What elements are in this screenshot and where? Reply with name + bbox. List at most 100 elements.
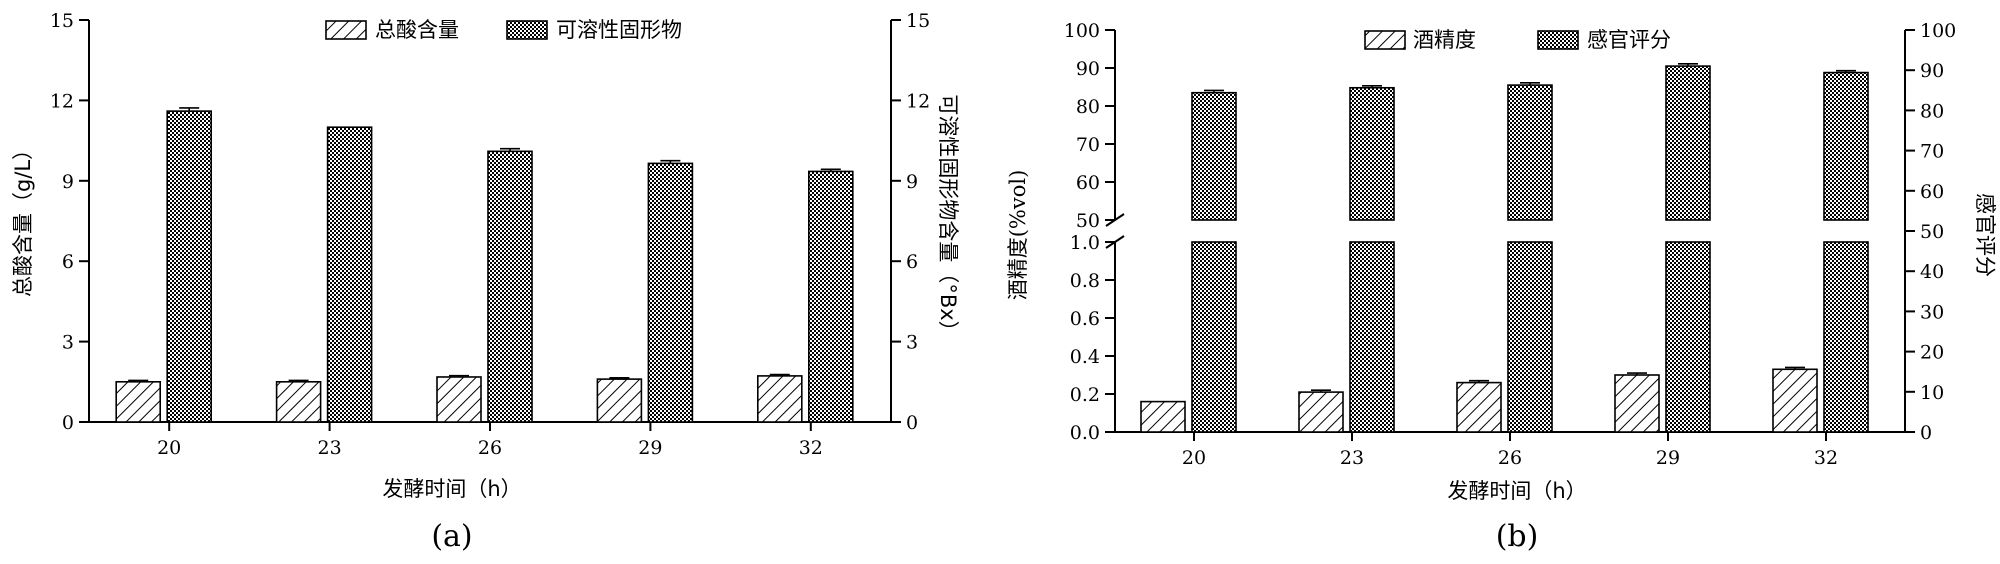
y-tick-label-right-a: 0 bbox=[906, 412, 918, 434]
error-bar-total-acid bbox=[769, 373, 790, 376]
y-tick-label-right-b: 30 bbox=[1920, 301, 1944, 323]
bar-soluble-solids bbox=[166, 110, 212, 423]
error-bar-total-acid bbox=[128, 379, 149, 382]
bar-sensory-score bbox=[1191, 91, 1237, 433]
legend-swatch-total-acid bbox=[325, 20, 367, 40]
y-tick-label-left-a: 3 bbox=[62, 332, 74, 354]
bar-alcohol bbox=[1772, 368, 1818, 433]
legend-swatch-soluble-solids bbox=[506, 20, 548, 40]
y-tick-label-right-a: 15 bbox=[906, 10, 930, 32]
chart-panel-b: 酒精度 感官评分 发酵时间（h） 酒精度(%vol) 感官评分 (b) 50 60… bbox=[1006, 20, 1997, 554]
x-tick-label-a: 20 bbox=[157, 437, 181, 459]
x-tick-label-a: 32 bbox=[799, 437, 823, 459]
error-bar-soluble-solids bbox=[179, 107, 200, 112]
y-tick-label-right-b: 60 bbox=[1920, 181, 1944, 203]
y-tick-label-left-lower-b: 0.4 bbox=[1070, 346, 1100, 368]
y-tick-label-left-upper-b: 80 bbox=[1076, 96, 1100, 118]
bar-sensory-score bbox=[1823, 71, 1869, 433]
legend-swatch-sensory-score bbox=[1537, 30, 1579, 50]
x-tick-label-b: 29 bbox=[1656, 447, 1680, 469]
bar-sensory-score bbox=[1665, 65, 1711, 433]
legend-label-soluble-solids: 可溶性固形物 bbox=[556, 18, 682, 42]
legend-swatch-alcohol bbox=[1364, 30, 1406, 50]
y-tick-label-left-a: 12 bbox=[50, 90, 74, 112]
panel-label-a: (a) bbox=[431, 519, 472, 554]
y-axis-title-right-a: 可溶性固形物含量（°Bx） bbox=[936, 94, 960, 341]
y-tick-label-left-lower-b: 1.0 bbox=[1070, 232, 1100, 254]
error-bar-total-acid bbox=[449, 374, 469, 377]
y-tick-label-right-b: 70 bbox=[1920, 141, 1944, 163]
legend-label-alcohol: 酒精度 bbox=[1413, 28, 1476, 52]
bar-soluble-solids bbox=[647, 162, 694, 423]
y-tick-label-right-b: 50 bbox=[1920, 221, 1944, 243]
y-tick-label-left-lower-b: 0.6 bbox=[1070, 308, 1100, 330]
error-bar-sensory-score bbox=[1362, 85, 1382, 88]
x-tick-label-b: 26 bbox=[1498, 447, 1522, 469]
error-bar-alcohol bbox=[1627, 372, 1647, 375]
y-tick-label-left-a: 15 bbox=[50, 10, 74, 32]
bar-sensory-score bbox=[1349, 86, 1395, 433]
error-bar-sensory-score bbox=[1204, 89, 1224, 93]
y-axis-title-right-b: 感官评分 bbox=[1973, 193, 1997, 277]
y-tick-label-right-a: 3 bbox=[906, 332, 918, 354]
y-axis-title-left-a: 总酸含量（g/L） bbox=[11, 139, 35, 297]
y-tick-label-right-b: 20 bbox=[1920, 342, 1944, 364]
x-tick-label-a: 26 bbox=[478, 437, 502, 459]
legend-label-total-acid: 总酸含量 bbox=[375, 18, 459, 42]
y-tick-label-left-upper-b: 100 bbox=[1064, 20, 1100, 42]
y-tick-label-right-b: 40 bbox=[1920, 261, 1944, 283]
bar-sensory-score bbox=[1507, 84, 1553, 433]
y-tick-label-left-upper-b: 90 bbox=[1076, 58, 1100, 80]
bar-total-acid bbox=[436, 376, 482, 423]
y-tick-label-right-b: 80 bbox=[1920, 100, 1944, 122]
y-tick-label-left-lower-b: 0.8 bbox=[1070, 270, 1100, 292]
legend-label-sensory-score: 感官评分 bbox=[1587, 28, 1671, 52]
y-axis-title-left-b: 酒精度(%vol) bbox=[1006, 170, 1030, 301]
y-tick-label-left-lower-b: 0.0 bbox=[1070, 422, 1100, 444]
y-tick-label-right-b: 10 bbox=[1920, 382, 1944, 404]
x-axis-title-b: 发酵时间（h） bbox=[1447, 479, 1586, 503]
y-tick-label-right-b: 0 bbox=[1920, 422, 1932, 444]
x-tick-label-a: 29 bbox=[638, 437, 662, 459]
y-tick-label-left-a: 6 bbox=[62, 251, 74, 273]
error-bar-soluble-solids bbox=[820, 168, 841, 172]
y-tick-label-left-upper-b: 60 bbox=[1076, 172, 1100, 194]
panel-label-b: (b) bbox=[1496, 519, 1539, 554]
y-tick-label-left-upper-b: 70 bbox=[1076, 134, 1100, 156]
error-bar-alcohol bbox=[1469, 379, 1489, 383]
error-bar-soluble-solids bbox=[660, 159, 681, 164]
bar-alcohol bbox=[1140, 400, 1186, 433]
error-bar-sensory-score bbox=[1520, 82, 1540, 86]
error-bar-sensory-score bbox=[1678, 63, 1698, 67]
error-bar-soluble-solids bbox=[500, 147, 520, 152]
chart-panel-a: 总酸含量 可溶性固形物 发酵时间（h） 总酸含量（g/L） 可溶性固形物含量（°… bbox=[11, 10, 960, 554]
y-tick-label-right-b: 100 bbox=[1920, 20, 1956, 42]
x-axis-title-a: 发酵时间（h） bbox=[382, 477, 521, 501]
error-bar-sensory-score bbox=[1836, 69, 1856, 73]
bar-alcohol bbox=[1614, 374, 1660, 433]
y-tick-label-right-b: 90 bbox=[1920, 60, 1944, 82]
x-tick-label-b: 32 bbox=[1814, 447, 1838, 469]
bar-alcohol bbox=[1456, 381, 1502, 433]
error-bar-total-acid bbox=[609, 376, 630, 380]
y-tick-label-left-a: 9 bbox=[62, 171, 74, 193]
bar-total-acid bbox=[596, 378, 643, 423]
x-tick-label-b: 20 bbox=[1182, 447, 1206, 469]
x-tick-label-b: 23 bbox=[1340, 447, 1364, 469]
error-bar-total-acid bbox=[288, 379, 309, 382]
x-tick-label-a: 23 bbox=[318, 437, 342, 459]
y-tick-label-right-a: 9 bbox=[906, 171, 918, 193]
bar-alcohol bbox=[1298, 391, 1344, 433]
bar-soluble-solids bbox=[807, 170, 854, 423]
y-tick-label-left-a: 0 bbox=[62, 412, 74, 434]
error-bar-alcohol bbox=[1311, 389, 1331, 393]
y-tick-label-left-lower-b: 0.2 bbox=[1070, 384, 1100, 406]
bar-total-acid bbox=[115, 380, 161, 423]
bar-total-acid bbox=[275, 380, 322, 423]
y-tick-label-left-upper-b: 50 bbox=[1076, 210, 1100, 232]
y-tick-label-right-a: 12 bbox=[906, 90, 930, 112]
bar-soluble-solids bbox=[487, 150, 533, 423]
bar-soluble-solids bbox=[326, 126, 373, 423]
error-bar-alcohol bbox=[1785, 366, 1805, 370]
